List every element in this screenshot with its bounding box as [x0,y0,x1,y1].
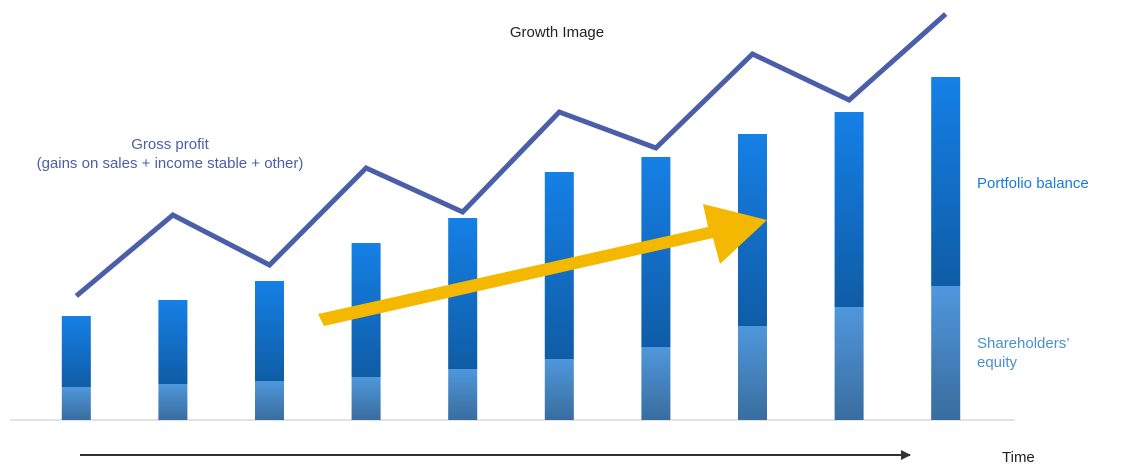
x-axis-label: Time [1002,449,1035,466]
marks [61,12,961,420]
bar-shade [158,384,188,420]
bar-shade [544,359,574,420]
bar-shade [158,300,188,384]
bar-shade [931,286,961,420]
series-label: Shareholders’ equity [977,335,1069,371]
bar-shade [61,316,91,387]
bar-shade [255,381,284,420]
trend-arrow [318,204,767,326]
bar-shade [61,387,91,420]
line-label: Gross profit (gains on sales + income st… [36,136,304,172]
bar-shade [641,347,671,420]
line [74,12,948,298]
bar-shade [931,77,961,286]
bar-shade [448,369,478,420]
chart-title: Growth Image [510,24,604,41]
bar-shade [255,281,284,381]
bar-shade [738,326,767,420]
series-label: Portfolio balance [977,175,1089,192]
bar-shade [834,112,864,307]
bar-shade [351,377,381,420]
bar-shade [834,307,864,420]
